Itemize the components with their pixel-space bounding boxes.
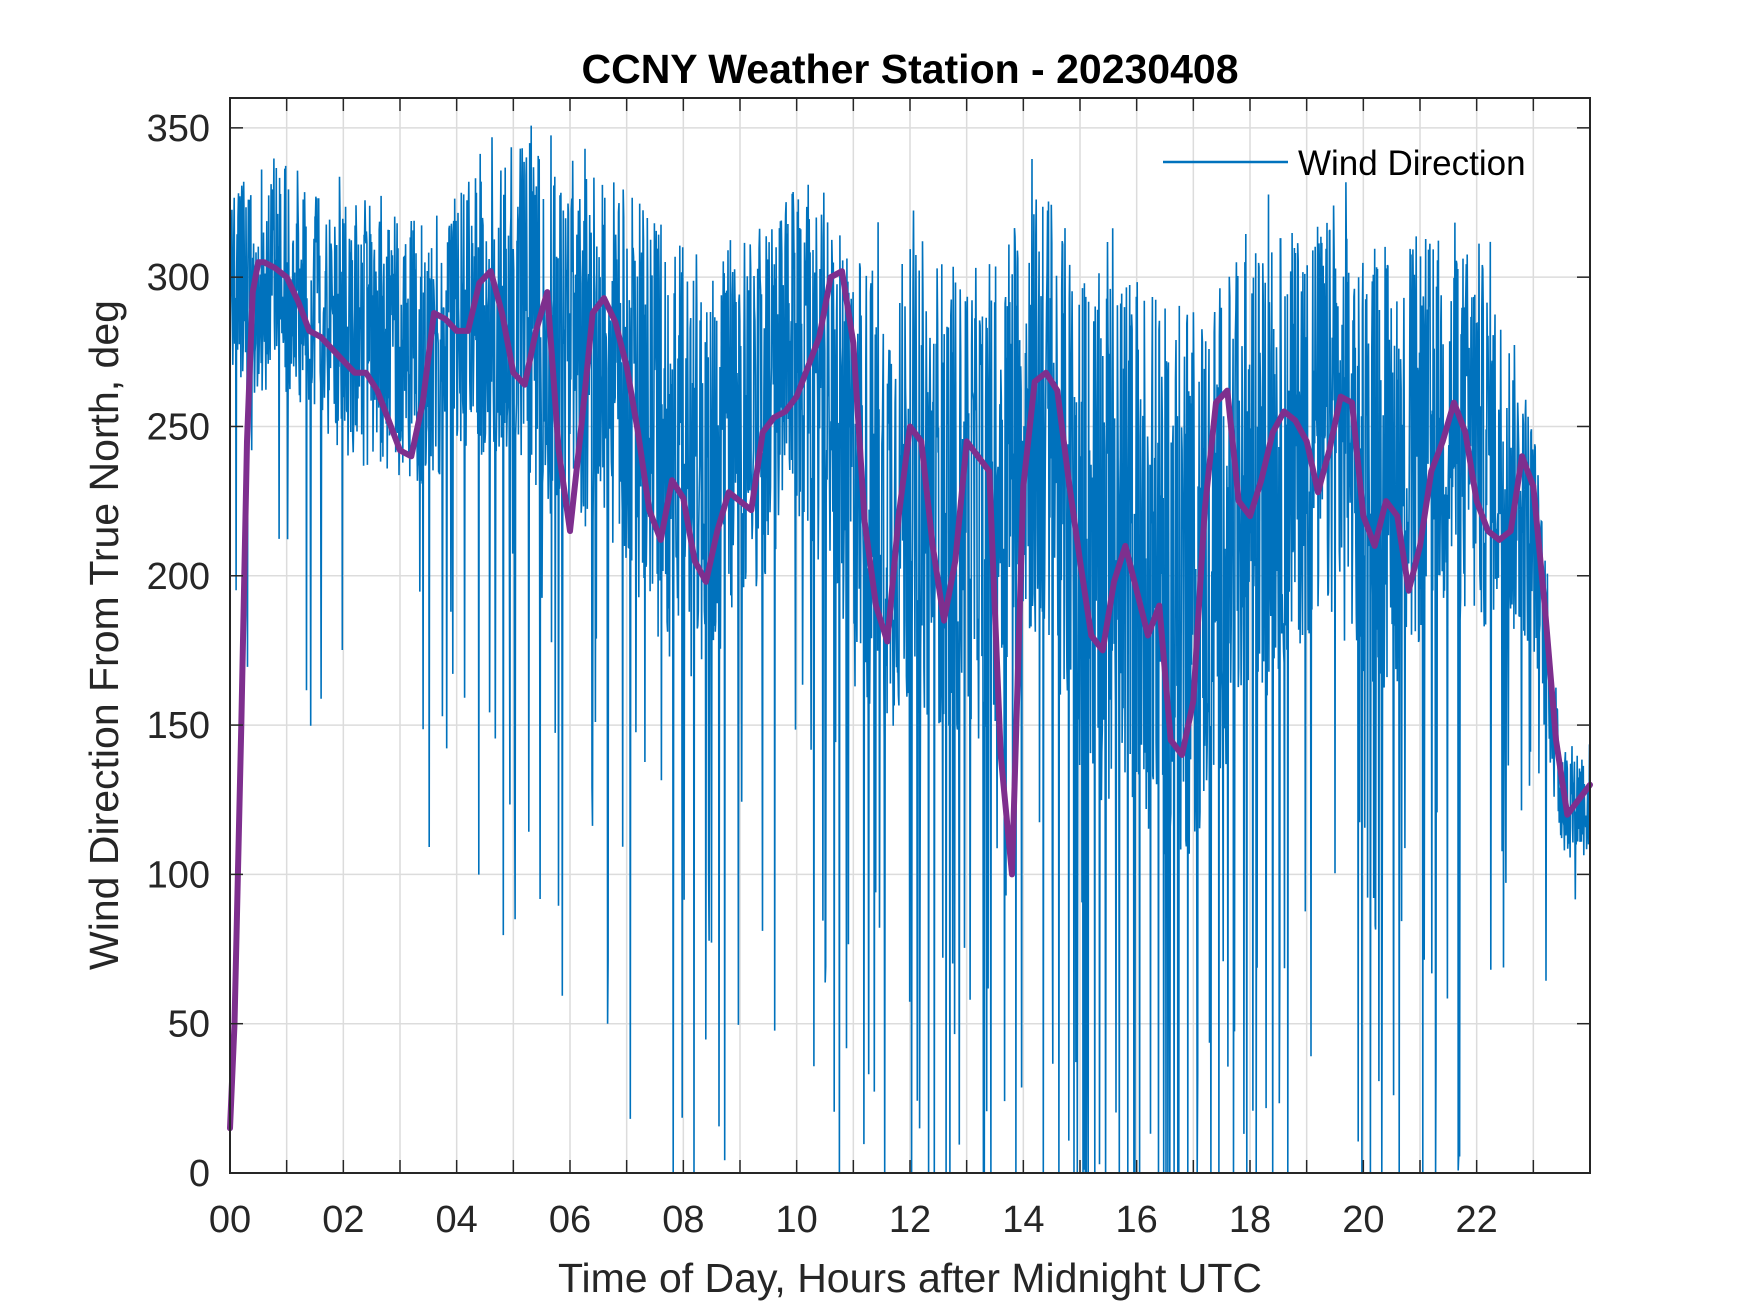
chart-title: CCNY Weather Station - 20230408: [581, 46, 1238, 92]
y-tick-label: 350: [147, 108, 210, 150]
x-tick-label: 02: [322, 1199, 364, 1241]
plot-frame: [229, 97, 1591, 1174]
x-tick-label: 00: [209, 1199, 251, 1241]
x-tick-label: 14: [1002, 1199, 1044, 1241]
x-tick-label: 04: [436, 1199, 478, 1241]
smoothed-series-group: [227, 259, 1593, 1132]
y-tick-labels: 0 50 100 150 200 250 300 350: [147, 108, 210, 1195]
y-tick-label: 100: [147, 854, 210, 896]
legend: Wind Direction: [1163, 144, 1526, 183]
raw-series-group: [229, 125, 1591, 1174]
y-tick-label: 300: [147, 257, 210, 299]
y-axis-label: Wind Direction From True North, deg: [81, 300, 127, 970]
x-tick-label: 16: [1116, 1199, 1158, 1241]
x-tick-label: 12: [889, 1199, 931, 1241]
x-tick-label: 22: [1456, 1199, 1498, 1241]
series-wind-direction-line: [229, 125, 1591, 1174]
x-axis-label: Time of Day, Hours after Midnight UTC: [558, 1255, 1262, 1301]
x-tick-label: 18: [1229, 1199, 1271, 1241]
y-tick-label: 200: [147, 556, 210, 598]
y-tick-label: 0: [189, 1153, 210, 1195]
x-tick-label: 08: [662, 1199, 704, 1241]
series-smoothed-line: [227, 259, 1593, 1132]
x-tick-labels: 00 02 04 06 08 10 12 14 16 18 20 22: [209, 1199, 1498, 1241]
y-tick-label: 250: [147, 406, 210, 448]
legend-label-wind-direction: Wind Direction: [1298, 144, 1526, 183]
y-tick-label: 50: [168, 1004, 210, 1046]
x-tick-label: 20: [1342, 1199, 1384, 1241]
x-tick-label: 10: [776, 1199, 818, 1241]
x-tick-label: 06: [549, 1199, 591, 1241]
y-tick-label: 150: [147, 705, 210, 747]
